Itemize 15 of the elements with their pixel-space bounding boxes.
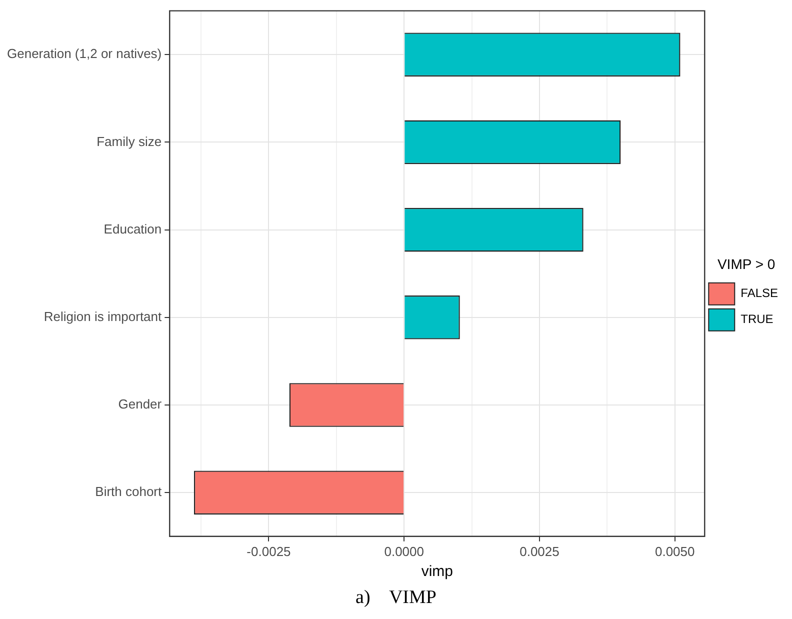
x-tick-label: 0.0025 — [520, 544, 560, 559]
legend-label: TRUE — [740, 312, 774, 326]
x-tick-label: 0.0000 — [384, 544, 424, 559]
y-tick-label: Generation (1,2 or natives) — [6, 46, 162, 62]
text: a) VIMP — [354, 587, 438, 609]
x-axis-title: vimp — [421, 563, 453, 580]
x-tick-label: -0.0025 — [246, 544, 291, 559]
x-tick-label: 0.0050 — [654, 544, 695, 559]
y-tick-label: Gender — [118, 396, 162, 412]
legend-title: VIMP > 0 — [717, 256, 776, 272]
y-tick-label: Birth cohort — [95, 484, 162, 500]
legend-label: FALSE — [740, 286, 778, 300]
y-tick-label: Family size — [96, 134, 162, 149]
y-tick-label: Education — [104, 221, 162, 236]
y-tick-label: Religion is important — [44, 308, 162, 324]
